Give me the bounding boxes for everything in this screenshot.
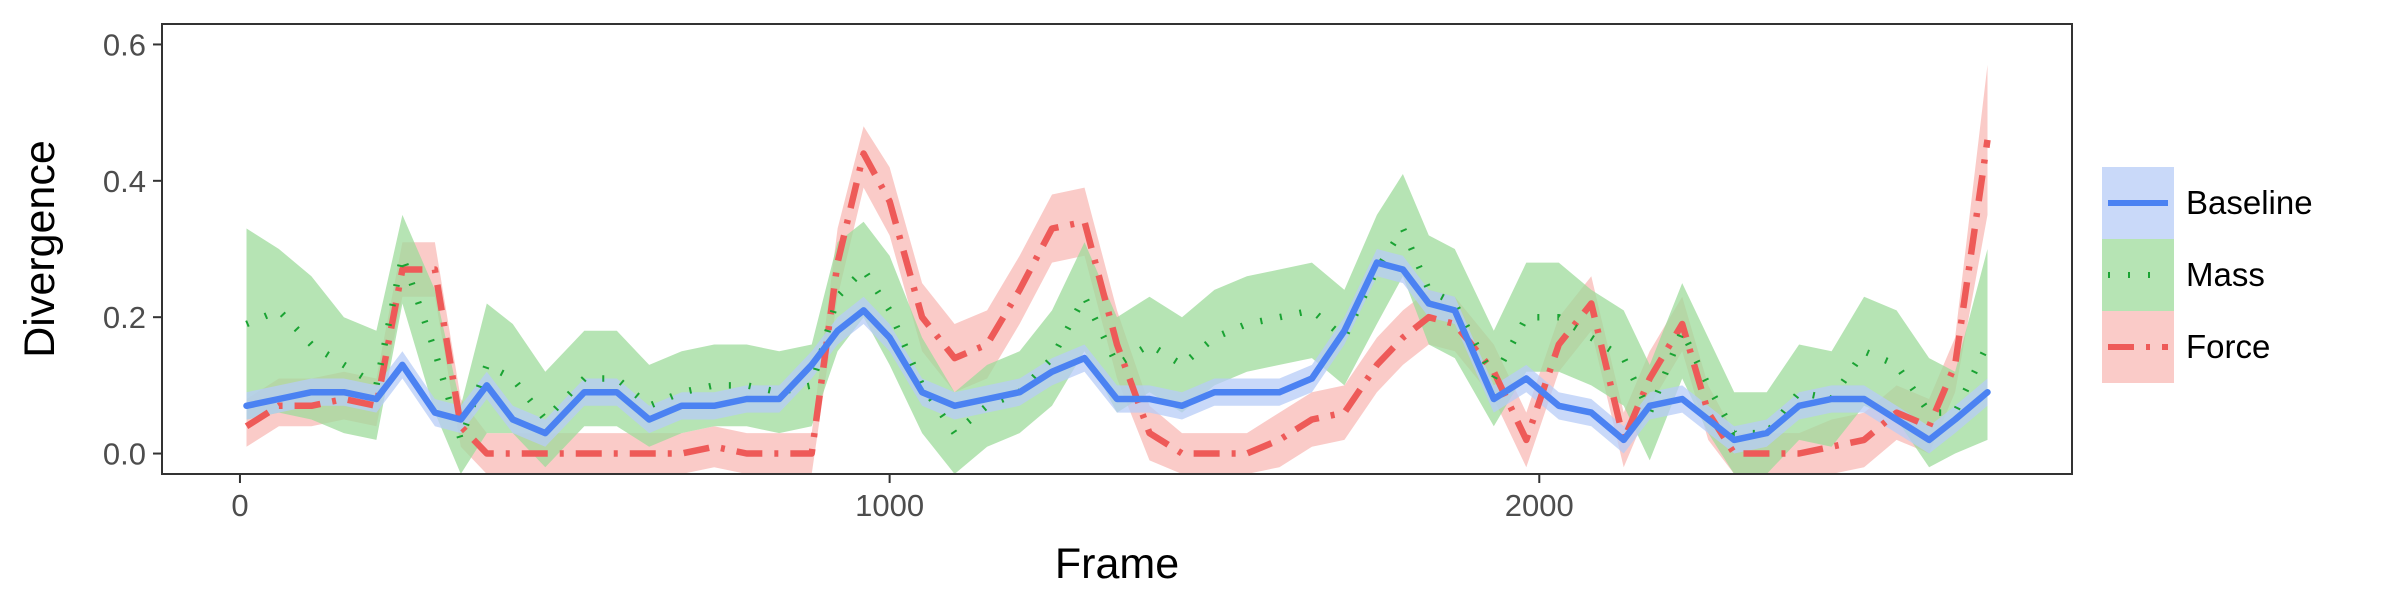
baseline-line [243,259,1991,444]
x-axis-title: Frame [1055,540,1179,588]
x-tick-label: 2000 [1505,488,1574,523]
y-tick-label: 0.0 [103,437,146,472]
x-tick-label: 1000 [855,488,924,523]
legend-key-mass [2102,239,2174,311]
y-tick-label: 0.4 [103,164,146,199]
legend-label-baseline: Baseline [2186,184,2313,221]
y-tick-label: 0.6 [103,27,146,62]
legend: Baseline Mass Force [2102,167,2313,383]
y-axis-title: Divergence [16,140,64,358]
axes: 0 1000 2000 0.0 0.2 0.4 0.6 [103,27,1574,523]
plot-panel-border [161,23,2073,475]
x-tick-label: 0 [231,488,248,523]
legend-label-mass: Mass [2186,256,2265,293]
force-line [244,139,1991,457]
legend-label-force: Force [2186,328,2270,365]
y-tick-label: 0.2 [103,300,146,335]
series-lines [243,139,1991,457]
